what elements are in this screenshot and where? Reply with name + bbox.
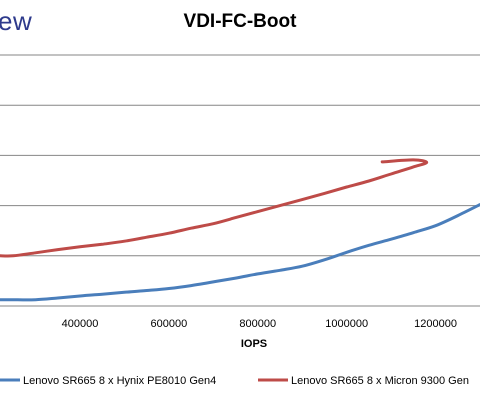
x-axis-label: IOPS [241,338,267,350]
legend-label-2: Lenovo SR665 8 x Micron 9300 Gen [291,375,469,387]
logo-text: ew [0,6,33,36]
x-tick-labels: 400000 600000 800000 1000000 1200000 [62,318,457,330]
legend: Lenovo SR665 8 x Hynix PE8010 Gen4 Lenovo… [0,375,469,387]
series-line-1 [0,203,480,302]
x-tick-label: 1000000 [325,318,368,330]
series-lines [0,158,480,302]
legend-label-1: Lenovo SR665 8 x Hynix PE8010 Gen4 [23,375,216,387]
x-tick-label: 600000 [151,318,188,330]
chart-title: VDI-FC-Boot [183,11,297,32]
x-tick-label: 1200000 [414,318,457,330]
x-tick-label: 400000 [62,318,99,330]
x-tick-label: 800000 [239,318,276,330]
series-line-2 [0,158,429,258]
gridlines [0,54,480,257]
